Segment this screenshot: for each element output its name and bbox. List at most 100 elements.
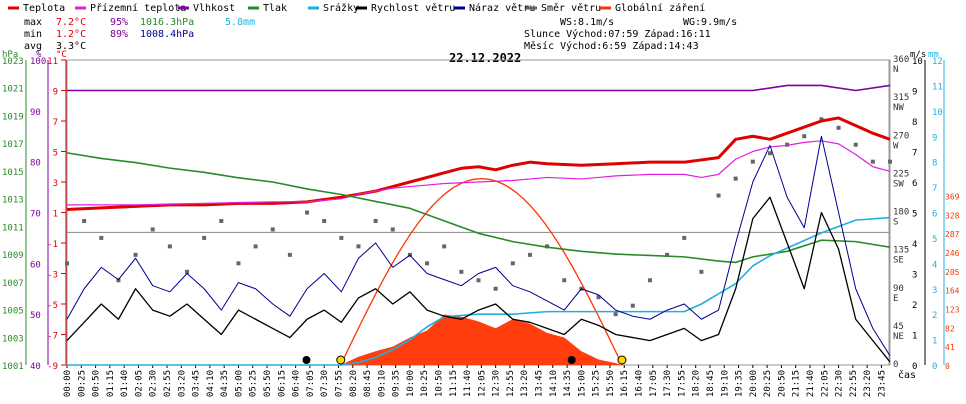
wind-dir-tick: 90	[893, 284, 904, 294]
wind-dir-point	[596, 295, 601, 300]
series-line	[67, 140, 891, 206]
series-line	[66, 196, 891, 363]
wind-dir-point	[682, 235, 687, 240]
wind-dir-point	[493, 286, 498, 291]
humidity-tick: 50	[30, 311, 41, 321]
temp-tick: -5	[47, 301, 58, 311]
solar-tick: 369	[945, 193, 960, 202]
legend-label: Teplota	[23, 3, 65, 14]
stat-min-hum: 89%	[110, 29, 128, 40]
wind-dir-point	[442, 244, 447, 249]
wind-dir-point	[322, 218, 327, 223]
x-tick-label: 18:45	[706, 370, 716, 397]
humidity-tick: 40	[30, 362, 41, 372]
wind-dir-label: W	[893, 141, 899, 151]
x-tick-label: 09:35	[392, 370, 402, 397]
wind-dir-point	[476, 278, 481, 283]
rain-tick: 12	[932, 57, 943, 67]
x-tick-label: 07:05	[306, 370, 316, 397]
wind-dir-point	[613, 312, 618, 317]
temp-tick: 9	[53, 88, 58, 98]
rain-tick: 4	[932, 260, 937, 270]
x-tick-label: 23:45	[877, 370, 887, 397]
wind-dir-point	[819, 117, 824, 122]
x-tick-label: 17:05	[649, 370, 659, 397]
wind-dir-point	[699, 269, 704, 274]
x-tick-label: 10:00	[406, 370, 416, 397]
wind-dir-point	[202, 235, 207, 240]
wind-dir-point	[373, 218, 378, 223]
axes: hPa% °C1023102110191017101510131011100910…	[2, 50, 960, 397]
pressure-tick: 1005	[2, 307, 24, 317]
x-tick-label: 14:10	[549, 370, 559, 397]
x-tick-label: 07:55	[334, 370, 344, 397]
wind-speed-tick: 8	[912, 118, 917, 128]
info-ws: WS:8.1m/s	[560, 17, 614, 28]
x-tick-label: 21:15	[792, 370, 802, 397]
pressure-tick: 1023	[2, 57, 24, 67]
chart-date: 22.12.2022	[449, 51, 521, 65]
rain-tick: 6	[932, 210, 937, 220]
legend-label: Přízemní teplota	[90, 2, 186, 14]
rain-tick: 5	[932, 235, 937, 245]
wind-dir-point	[527, 252, 532, 257]
temp-tick: -3	[47, 271, 58, 281]
rain-tick: 1	[932, 337, 937, 347]
x-tick-label: 01:15	[106, 370, 116, 397]
x-tick-label: 15:00	[577, 370, 587, 397]
stat-min-label: min	[24, 29, 42, 40]
wind-dir-label: S	[893, 218, 898, 228]
axis-unit-rain: mm	[928, 50, 939, 60]
rain-tick: 8	[932, 159, 937, 169]
wind-dir-point	[647, 278, 652, 283]
stat-avg-temp: 3.3°C	[56, 41, 86, 52]
x-tick-label: 00:50	[92, 370, 102, 397]
wind-dir-point	[339, 235, 344, 240]
solar-tick: 41	[945, 343, 955, 352]
wind-dir-point	[425, 261, 430, 266]
wind-speed-tick: 7	[912, 149, 917, 159]
rain-tick: 7	[932, 184, 937, 194]
pressure-tick: 1009	[2, 251, 24, 261]
x-tick-label: 10:25	[420, 370, 430, 397]
x-tick-label: 03:45	[192, 370, 202, 397]
wind-dir-label: NE	[893, 332, 904, 342]
x-tick-label: 12:05	[477, 370, 487, 397]
stat-avg-label: avg	[24, 41, 42, 52]
wind-dir-tick: 180	[893, 208, 909, 218]
temp-tick: 11	[47, 57, 58, 67]
wind-speed-tick: 0	[912, 362, 917, 372]
x-tick-label: 05:00	[234, 370, 244, 397]
wind-dir-point	[150, 227, 155, 232]
wind-dir-point	[82, 218, 87, 223]
x-tick-label: 06:40	[292, 370, 302, 397]
rain-tick: 0	[932, 362, 937, 372]
rain-tick: 3	[932, 286, 937, 296]
wind-dir-point	[888, 159, 892, 164]
rain-tick: 11	[932, 82, 943, 92]
x-tick-label: 22:30	[835, 370, 845, 397]
x-tick-label: 02:05	[134, 370, 144, 397]
x-tick-label: 23:20	[863, 370, 873, 397]
x-tick-label: 04:10	[206, 370, 216, 397]
x-tick-label: 22:55	[849, 370, 859, 397]
wind-dir-tick: 225	[893, 169, 909, 179]
legend-label: Srážky	[323, 2, 359, 14]
solar-tick: 205	[945, 268, 960, 277]
wind-dir-label: SW	[893, 179, 904, 189]
x-tick-label: 16:15	[620, 370, 630, 397]
wind-dir-point	[562, 278, 567, 283]
x-tick-label: 17:55	[677, 370, 687, 397]
plot-frame	[66, 59, 891, 366]
x-tick-label: 08:20	[349, 370, 359, 397]
stat-min-temp: 1.2°C	[56, 29, 86, 40]
solar-area	[67, 314, 890, 365]
x-tick-label: 04:35	[220, 370, 230, 397]
wind-speed-tick: 5	[912, 210, 917, 220]
wind-speed-tick: 2	[912, 301, 917, 311]
humidity-tick: 70	[30, 210, 41, 220]
x-axis-unit: čas	[898, 369, 916, 381]
solar-tick: 123	[945, 306, 960, 315]
sunset-marker	[617, 355, 627, 365]
stat-max-temp: 7.2°C	[56, 17, 86, 28]
